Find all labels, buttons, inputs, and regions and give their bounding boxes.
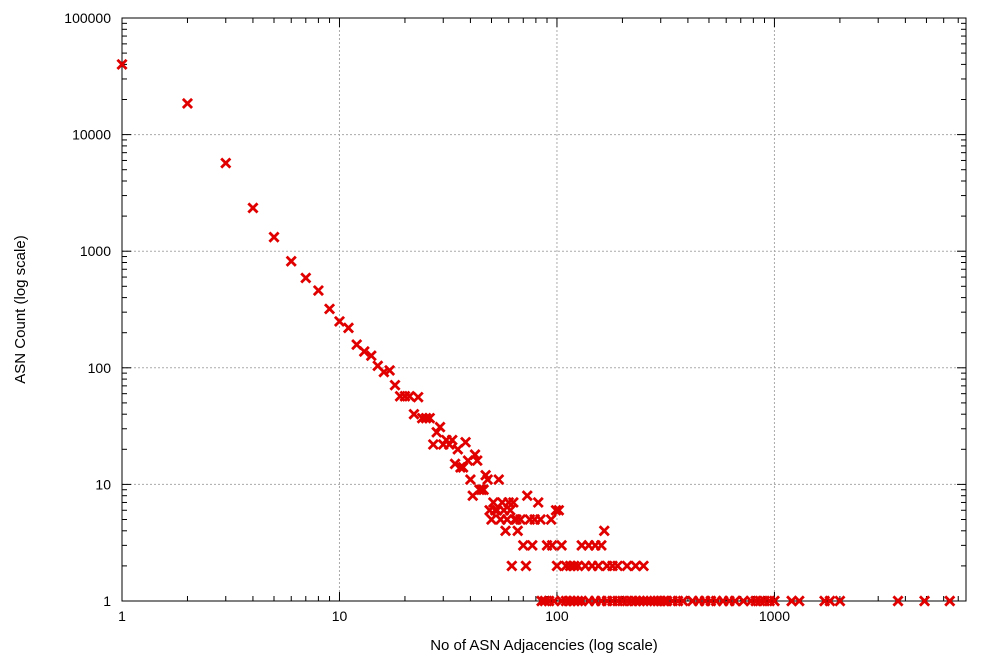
data-point	[434, 421, 446, 433]
data-point	[598, 525, 610, 537]
x-tick-label: 100	[545, 608, 569, 624]
data-point	[493, 473, 505, 486]
data-point	[403, 390, 416, 402]
data-point	[546, 539, 558, 551]
data-point	[342, 322, 355, 334]
data-point	[424, 412, 436, 424]
data-point	[365, 350, 377, 362]
data-point	[116, 58, 128, 70]
data-point	[454, 461, 467, 473]
data-point	[576, 539, 588, 551]
data-point	[351, 339, 363, 351]
data-point	[412, 391, 424, 403]
data-point	[507, 496, 519, 509]
data-point	[408, 408, 420, 420]
data-points	[116, 58, 956, 607]
data-point	[548, 595, 560, 607]
data-point	[464, 473, 476, 486]
data-point	[482, 473, 494, 486]
data-point	[918, 595, 931, 607]
y-tick-label: 10000	[72, 127, 111, 143]
data-point	[793, 595, 805, 607]
y-tick-label: 1000	[80, 243, 111, 259]
data-point	[944, 595, 956, 607]
data-point	[555, 539, 568, 551]
data-point	[514, 513, 527, 526]
data-point	[630, 560, 642, 572]
data-point	[499, 525, 512, 537]
x-tick-label: 1000	[759, 608, 790, 624]
data-point	[520, 560, 532, 572]
data-point	[285, 255, 297, 267]
data-point	[576, 595, 588, 607]
data-point	[551, 560, 563, 572]
data-point	[521, 490, 533, 502]
data-point	[526, 539, 538, 551]
y-axis-ticks: 1 10 100 1000 10000 100000	[64, 10, 966, 609]
data-point	[545, 513, 557, 526]
data-point	[834, 595, 846, 607]
data-point	[506, 560, 518, 572]
data-point	[181, 97, 194, 110]
data-point	[677, 595, 689, 607]
y-tick-label: 100000	[64, 10, 111, 26]
data-point	[572, 560, 584, 572]
data-point	[389, 379, 401, 391]
data-point	[478, 484, 490, 496]
x-axis-ticks: 1 10 100 1000	[118, 18, 959, 624]
y-tick-label: 10	[95, 476, 111, 492]
data-point	[384, 364, 396, 376]
data-point	[475, 484, 488, 496]
data-point	[637, 560, 650, 572]
data-point	[737, 595, 749, 607]
x-tick-label: 10	[332, 608, 348, 624]
data-point	[892, 595, 904, 607]
data-point	[452, 443, 464, 455]
x-axis-title: No of ASN Adjacencies (log scale)	[430, 637, 658, 654]
data-point	[300, 272, 312, 284]
data-point	[247, 202, 259, 214]
data-point	[504, 504, 516, 516]
data-point	[532, 496, 544, 509]
data-point	[592, 560, 604, 572]
data-point	[501, 513, 513, 526]
data-point	[729, 595, 741, 607]
data-point	[446, 434, 458, 446]
data-point	[621, 560, 633, 572]
data-point	[512, 525, 524, 537]
data-point	[220, 157, 232, 169]
data-point	[786, 595, 798, 607]
data-point	[312, 284, 324, 297]
grid-lines	[122, 18, 966, 601]
y-tick-label: 100	[88, 360, 112, 376]
y-tick-label: 1	[103, 593, 111, 609]
data-point	[824, 595, 836, 607]
data-point	[471, 455, 483, 467]
data-point	[333, 315, 346, 327]
data-point	[595, 539, 607, 551]
data-point	[427, 438, 439, 451]
plot-frame	[121, 17, 967, 602]
data-point	[485, 513, 498, 526]
data-point	[323, 303, 336, 315]
data-point	[553, 504, 565, 516]
data-point	[517, 539, 529, 551]
data-point	[358, 345, 370, 358]
data-point	[768, 595, 781, 607]
data-point	[491, 504, 503, 516]
y-axis-title: ASN Count (log scale)	[12, 235, 29, 383]
data-point	[534, 513, 547, 526]
data-point	[268, 231, 280, 243]
x-tick-label: 1	[118, 608, 126, 624]
data-point	[487, 496, 499, 509]
data-point	[459, 436, 472, 448]
data-point	[612, 560, 624, 572]
